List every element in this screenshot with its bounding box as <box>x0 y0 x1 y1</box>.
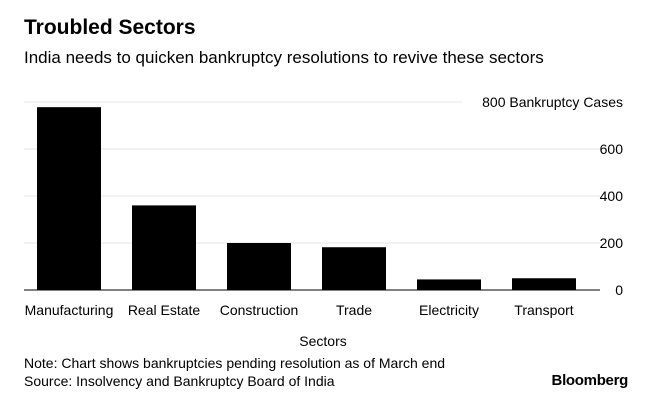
bar-electricity <box>417 279 481 290</box>
x-tick-label: Electricity <box>419 302 479 318</box>
y-top-tick-label: 800 Bankruptcy Cases <box>482 94 623 110</box>
x-tick-label: Transport <box>514 302 574 318</box>
bar-construction <box>227 243 291 290</box>
y-tick-label: 600 <box>600 141 624 157</box>
chart-title: Troubled Sectors <box>24 16 196 39</box>
bar-real-estate <box>132 205 196 290</box>
chart-note: Note: Chart shows bankruptcies pending r… <box>24 355 446 371</box>
y-tick-label: 200 <box>600 235 624 251</box>
y-tick-label: 0 <box>615 282 623 298</box>
x-tick-label: Manufacturing <box>25 302 114 318</box>
x-tick-label: Construction <box>220 302 299 318</box>
bar-transport <box>512 278 576 290</box>
bar-manufacturing <box>37 107 101 290</box>
y-tick-label: 400 <box>600 188 624 204</box>
chart-subtitle: India needs to quicken bankruptcy resolu… <box>24 48 544 67</box>
bloomberg-logo: Bloomberg <box>551 372 629 389</box>
x-tick-label: Trade <box>336 302 372 318</box>
x-axis-label: Sectors <box>299 333 346 349</box>
chart-source: Source: Insolvency and Bankruptcy Board … <box>24 373 335 389</box>
bar-trade <box>322 247 386 290</box>
x-tick-label: Real Estate <box>128 302 201 318</box>
